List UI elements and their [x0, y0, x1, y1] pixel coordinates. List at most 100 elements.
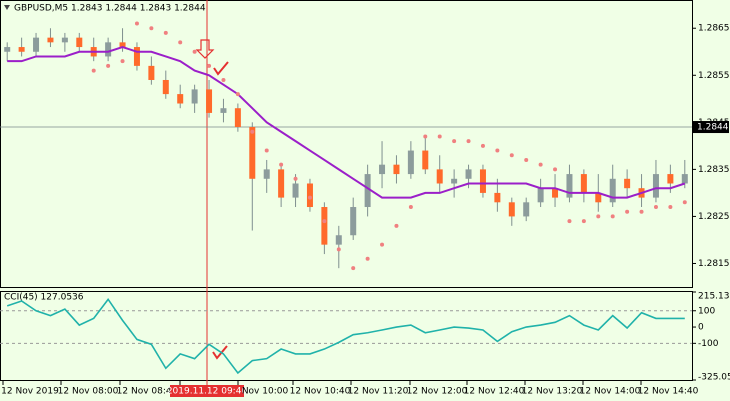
- sar-dot: [293, 176, 298, 181]
- arrow-icon: [195, 39, 215, 59]
- candle-body: [566, 174, 573, 198]
- candle-body: [595, 192, 602, 203]
- candle-body: [191, 89, 198, 104]
- candle-body: [278, 169, 285, 198]
- sar-dot: [596, 214, 601, 219]
- x-tick-label: Nov 10:00: [242, 387, 289, 397]
- candle-body: [667, 174, 674, 184]
- sar-dot: [581, 219, 586, 224]
- candle-body: [652, 174, 659, 198]
- sar-dot: [380, 242, 385, 247]
- check-icon: [212, 345, 228, 360]
- sar-dot: [264, 148, 269, 153]
- candle-body: [552, 188, 559, 198]
- plot: 1.28151.28251.28351.28451.28551.28651.28…: [0, 21, 730, 397]
- sar-dot: [682, 200, 687, 205]
- sar-dot: [452, 139, 457, 144]
- candle-body: [335, 235, 342, 245]
- sar-dot: [567, 219, 572, 224]
- candle-body: [321, 207, 328, 245]
- sar-dot: [668, 205, 673, 210]
- y-tick-label: 1.2865: [698, 24, 730, 34]
- x-tick-label: 12 Nov 12:00: [407, 387, 468, 397]
- cci-tick-label: 100: [698, 306, 715, 316]
- sar-dot: [307, 195, 312, 200]
- candle-body: [422, 150, 429, 170]
- sar-dot: [495, 148, 500, 153]
- sar-dot: [120, 59, 125, 64]
- x-tick-label: 12 Nov 08:40: [117, 387, 178, 397]
- sar-dot: [553, 167, 558, 172]
- candle-body: [681, 174, 688, 184]
- sar-dot: [423, 134, 428, 139]
- chart-title: GBPUSD,M5 1.2843 1.2844 1.2843 1.2844: [14, 4, 206, 14]
- sar-dot: [437, 134, 442, 139]
- main-panel: [0, 0, 693, 288]
- sar-dot: [625, 209, 630, 214]
- candle-body: [33, 37, 40, 52]
- sar-dot: [149, 26, 154, 31]
- candle-body: [61, 37, 68, 43]
- cci-tick-label: -100: [698, 339, 719, 349]
- sar-dot: [235, 92, 240, 97]
- sar-dot: [221, 77, 226, 82]
- candle-body: [249, 127, 256, 179]
- cci-panel: [0, 291, 693, 381]
- candle-body: [465, 169, 472, 179]
- candle-body: [609, 178, 616, 203]
- sar-dot: [408, 205, 413, 210]
- moving-average: [7, 45, 686, 199]
- cci-tick-label: -325.0545: [698, 373, 730, 383]
- x-tick-label: 12 Nov 14:40: [638, 387, 699, 397]
- current-price-label: 1.2844: [697, 123, 729, 133]
- y-tick-label: 1.2815: [698, 259, 730, 269]
- y-tick-label: 1.2825: [698, 212, 730, 222]
- y-tick-label: 1.2835: [698, 165, 730, 175]
- sar-dot: [106, 63, 111, 68]
- candle-body: [119, 42, 126, 48]
- cci-tick-label: 215.1354: [698, 292, 730, 302]
- candle-body: [292, 183, 299, 198]
- candle-body: [177, 94, 184, 104]
- candle-body: [234, 108, 241, 128]
- sar-dot: [653, 205, 658, 210]
- cci-line: [6, 297, 685, 375]
- cci-title: CCI(45) 127.0536: [4, 293, 84, 303]
- candle-body: [105, 42, 112, 57]
- sar-dot: [250, 129, 255, 134]
- candle-body: [479, 169, 486, 193]
- candle-body: [220, 108, 227, 113]
- x-tick-label: 12 Nov 14:00: [580, 387, 641, 397]
- candle-body: [133, 47, 140, 66]
- sar-dot: [207, 63, 212, 68]
- sar-dot: [351, 266, 356, 271]
- sar-dot: [509, 153, 514, 158]
- candle-body: [379, 164, 386, 175]
- sar-dot: [394, 223, 399, 228]
- candle-body: [451, 178, 458, 184]
- check-icon: [213, 61, 229, 76]
- sar-dot: [466, 139, 471, 144]
- sar-dot: [639, 209, 644, 214]
- candle-body: [47, 37, 54, 43]
- candle-body: [393, 164, 400, 175]
- candle-body: [624, 178, 631, 189]
- candle-body: [508, 202, 515, 217]
- sar-dot: [322, 219, 327, 224]
- crosshair-time-box: [170, 385, 244, 397]
- sar-dot: [538, 162, 543, 167]
- x-tick-label: 12 Nov 13:20: [522, 387, 583, 397]
- x-tick-label: 2019.11.12 09:40: [167, 387, 248, 397]
- sar-dot: [480, 143, 485, 148]
- title-icon: [4, 5, 10, 10]
- sar-dot: [163, 30, 168, 35]
- candle-body: [263, 169, 270, 179]
- sar-dot: [192, 49, 197, 54]
- candle-body: [494, 192, 501, 203]
- candle-body: [436, 169, 443, 184]
- x-tick-label: 12 Nov 08:00: [58, 387, 119, 397]
- sar-dot: [365, 256, 370, 261]
- sar-dot: [134, 21, 139, 26]
- candle-body: [364, 174, 371, 208]
